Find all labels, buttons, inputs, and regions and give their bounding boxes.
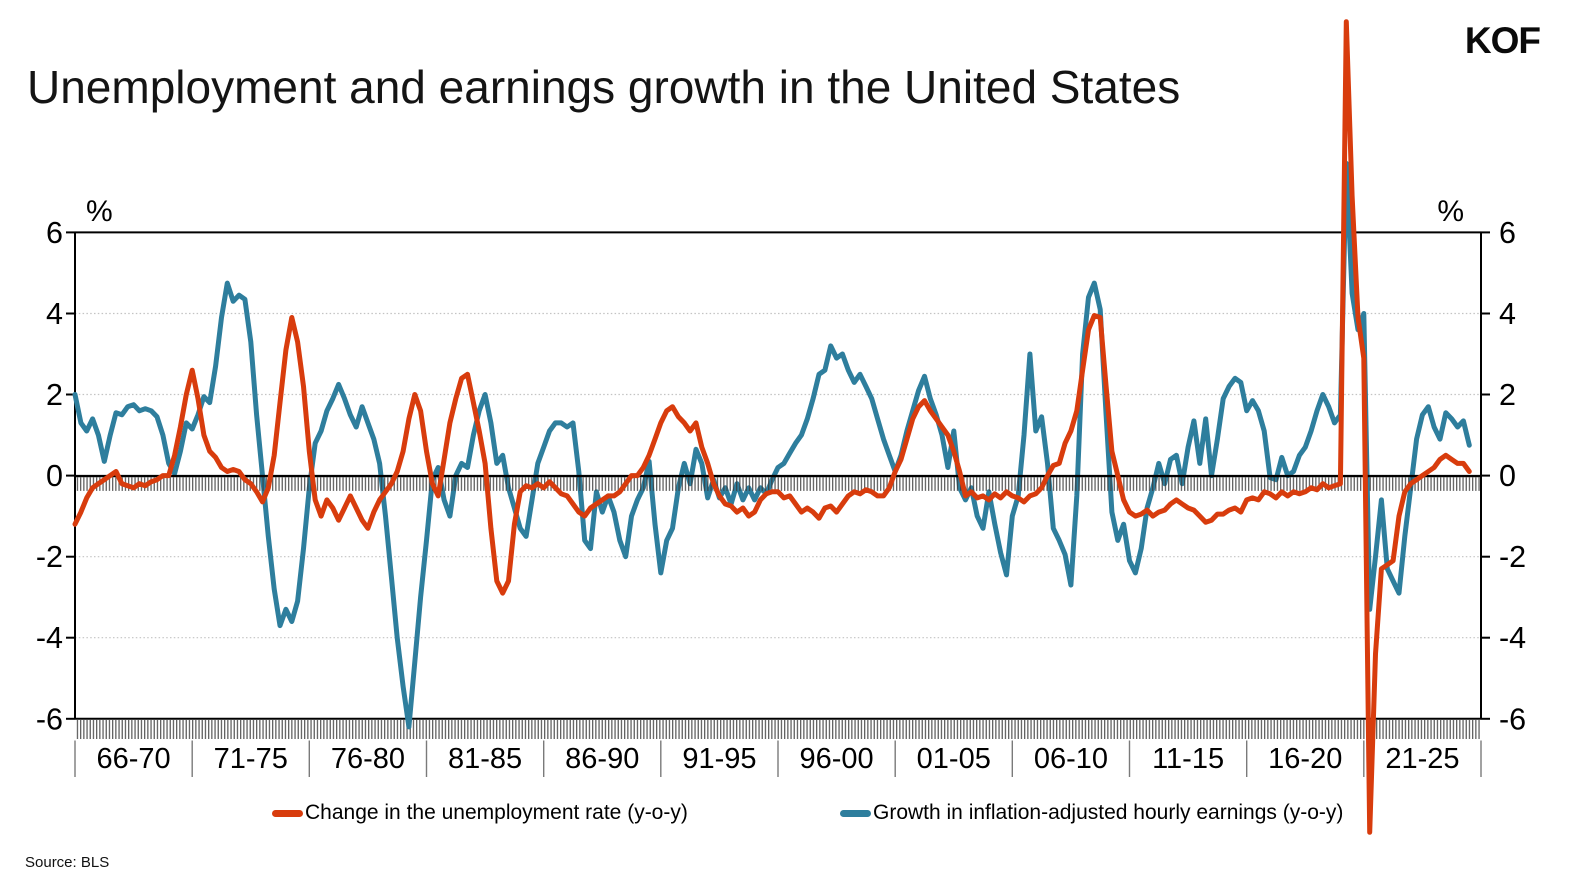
unemployment-line xyxy=(72,19,1472,835)
y-axis-tick-label-right: 6 xyxy=(1499,216,1516,250)
x-axis-bin-label: 71-75 xyxy=(214,743,288,775)
x-axis-minor-ticks-bottom xyxy=(75,720,1481,739)
x-axis-bin-label: 66-70 xyxy=(96,743,170,775)
x-axis-bin-label: 11-15 xyxy=(1152,743,1224,775)
y-axis-tick-label-left: 6 xyxy=(46,216,63,250)
y-axis-tick-label-left: 4 xyxy=(46,297,63,331)
x-axis-bin-label: 81-85 xyxy=(448,743,522,775)
legend-item-earnings: Growth in inflation-adjusted hourly earn… xyxy=(840,801,1343,825)
earnings-legend-marker xyxy=(840,809,871,817)
legend-item-unemployment: Change in the unemployment rate (y-o-y) xyxy=(272,801,688,825)
y-axis-tick-label-left: -6 xyxy=(36,702,63,736)
y-axis-tick-label-right: 2 xyxy=(1499,378,1516,412)
x-axis-bin-label: 21-25 xyxy=(1385,743,1459,775)
percent-label-left: % xyxy=(86,195,113,228)
y-axis-tick-label-right: -2 xyxy=(1499,540,1526,574)
unemployment-legend-marker xyxy=(272,809,303,817)
x-axis-bin-label: 76-80 xyxy=(331,743,405,775)
y-axis-tick-label-right: -6 xyxy=(1499,702,1526,736)
y-axis-tick-label-right: -4 xyxy=(1499,621,1526,655)
y-axis-tick-label-left: 0 xyxy=(46,459,63,493)
y-axis-tick-label-left: -4 xyxy=(36,621,63,655)
y-axis-tick-label-left: -2 xyxy=(36,540,63,574)
percent-label-right: % xyxy=(1437,195,1464,228)
earnings-line xyxy=(72,161,1472,730)
x-axis-minor-ticks-zero xyxy=(75,477,1481,491)
x-axis-bin-label: 16-20 xyxy=(1268,743,1342,775)
y-axis-tick-label-left: 2 xyxy=(46,378,63,412)
earnings-legend-label: Growth in inflation-adjusted hourly earn… xyxy=(873,801,1344,824)
x-axis-bin-label: 96-00 xyxy=(799,743,873,775)
unemployment-legend-label: Change in the unemployment rate (y-o-y) xyxy=(305,801,688,824)
x-axis-bin-label: 01-05 xyxy=(917,743,991,775)
y-axis-tick-label-right: 0 xyxy=(1499,459,1516,493)
kof-logo: KOF xyxy=(1464,20,1541,61)
chart-title: Unemployment and earnings growth in the … xyxy=(27,61,1181,113)
x-axis-bin-label: 91-95 xyxy=(682,743,756,775)
y-axis-tick-label-right: 4 xyxy=(1499,297,1516,331)
x-axis-bin-label: 86-90 xyxy=(565,743,639,775)
x-axis-bin-label: 06-10 xyxy=(1034,743,1108,775)
source-note: Source: BLS xyxy=(25,854,110,871)
